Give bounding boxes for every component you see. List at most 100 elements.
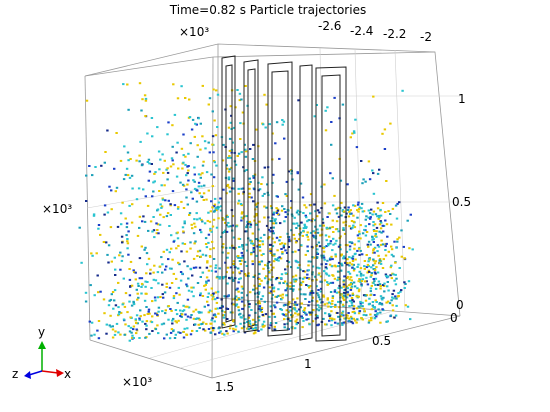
particle-dot (209, 248, 212, 251)
particle-dot (255, 205, 259, 208)
particle-dot (378, 230, 381, 233)
particle-dot (373, 223, 377, 226)
particle-dot (264, 126, 267, 129)
particle-dot (210, 230, 213, 233)
particle-dot (219, 197, 222, 200)
particle-dot (210, 319, 213, 322)
particle-dot (237, 267, 240, 270)
particle-dot (268, 260, 271, 263)
particle-dot (243, 143, 246, 146)
particle-dot (224, 261, 227, 264)
particle-dot (377, 214, 380, 217)
particle-dot (135, 322, 138, 324)
particle-dot (335, 239, 338, 242)
particle-dot (123, 305, 127, 308)
particle-dot (193, 135, 196, 138)
particle-dot (378, 283, 382, 286)
particle-dot (304, 253, 307, 256)
particle-dot (158, 223, 162, 226)
particle-dot (252, 143, 255, 146)
particle-dot (346, 287, 350, 290)
particle-dot (159, 213, 162, 216)
particle-dot (280, 298, 283, 301)
particle-dot (123, 333, 126, 336)
particle-dot (197, 173, 201, 176)
particle-dot (372, 192, 376, 195)
particle-dot (215, 226, 219, 229)
particle-dot (253, 249, 256, 252)
particle-dot (206, 300, 209, 303)
particle-dot (141, 320, 144, 323)
particle-dot (316, 304, 320, 307)
particle-dot (294, 303, 297, 306)
particle-dot (378, 223, 382, 226)
particle-dot (143, 314, 146, 317)
particle-dot (226, 308, 230, 310)
particle-dot (362, 210, 366, 213)
particle-dot (375, 226, 379, 229)
particle-dot (132, 325, 136, 328)
particle-dot (367, 265, 370, 268)
particle-dot (319, 287, 323, 290)
particle-dot (342, 257, 345, 260)
particle-dot (225, 164, 228, 167)
particle-dot (160, 206, 163, 209)
particle-dot (373, 271, 377, 274)
particle-dot (338, 306, 341, 309)
particle-dot (206, 260, 209, 263)
particle-dot (238, 278, 241, 281)
particle-dot (304, 298, 307, 300)
particle-dot (255, 238, 258, 240)
particle-dot (305, 234, 308, 236)
particle-dot (231, 298, 235, 301)
particle-dot (104, 151, 107, 153)
particle-dot (373, 294, 376, 296)
particle-dot (207, 189, 210, 192)
particle-dot (379, 285, 382, 287)
particle-dot (380, 303, 384, 306)
particle-dot (234, 325, 238, 328)
particle-dot (324, 323, 327, 326)
particle-dot (370, 208, 373, 211)
geometry-outline (221, 55, 347, 342)
particle-dot (379, 220, 382, 223)
particle-dot (382, 296, 385, 299)
particle-dot (312, 230, 315, 233)
particle-dot (173, 204, 177, 207)
particle-dot (245, 169, 248, 171)
particle-dot (346, 183, 349, 186)
particle-dot (306, 273, 309, 276)
particle-dot (336, 279, 339, 282)
particle-dot (390, 253, 394, 256)
particle-dot (183, 260, 186, 263)
particle-dot (377, 280, 381, 283)
particle-dot (359, 224, 362, 227)
particle-dot (252, 247, 255, 249)
particle-dot (391, 304, 394, 307)
particle-dot (251, 263, 254, 266)
particle-dot (337, 315, 340, 318)
particle-dot (177, 319, 180, 322)
particle-dot (372, 258, 375, 261)
particle-dot (283, 280, 287, 283)
particle-dot (80, 261, 83, 264)
particle-dot (121, 255, 124, 258)
particle-dot (132, 328, 135, 331)
particle-dot (120, 223, 123, 226)
particle-dot (146, 263, 149, 266)
particle-dot (160, 184, 163, 187)
particle-dot (282, 282, 285, 284)
particle-dot (105, 241, 108, 244)
particle-dot (308, 311, 312, 314)
particle-dot (342, 227, 345, 230)
particle-dot (325, 226, 328, 229)
particle-dot (307, 269, 310, 272)
particle-dot (296, 171, 299, 174)
particle-dot (90, 334, 93, 337)
particle-dot (303, 276, 306, 279)
particle-dot (372, 95, 375, 98)
particle-dot (354, 118, 357, 121)
particle-dot (276, 209, 280, 212)
particle-dot (285, 195, 289, 197)
particle-dot (373, 269, 377, 272)
